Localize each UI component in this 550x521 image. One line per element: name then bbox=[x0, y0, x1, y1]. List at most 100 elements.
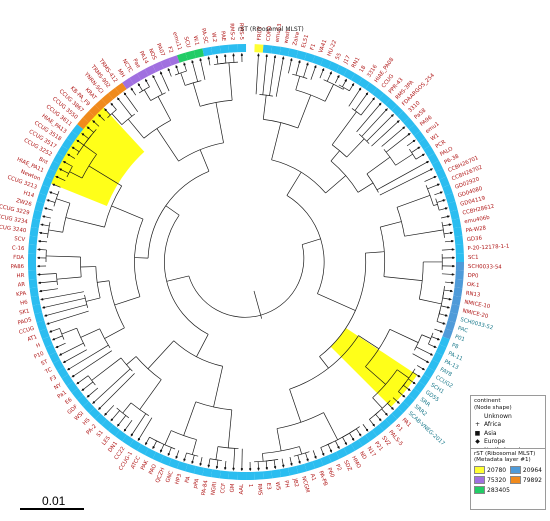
node-marker bbox=[249, 467, 252, 471]
ring-segment bbox=[66, 131, 79, 143]
node-marker bbox=[372, 97, 375, 101]
ring-segment bbox=[101, 419, 114, 431]
internal-branch bbox=[143, 89, 151, 101]
internal-branch bbox=[139, 379, 162, 410]
color-swatch bbox=[509, 476, 521, 484]
ring-segment bbox=[455, 253, 464, 262]
node-marker bbox=[232, 54, 235, 57]
ring-segment bbox=[449, 209, 460, 220]
continent-legend-label: Africa bbox=[484, 421, 502, 429]
ring-segment bbox=[52, 152, 65, 165]
internal-branch bbox=[372, 397, 383, 409]
tip-label: PA-SC bbox=[200, 28, 209, 45]
ring-segment bbox=[413, 381, 426, 393]
ring-segment bbox=[350, 73, 363, 85]
node-marker bbox=[412, 139, 416, 143]
tip-label: PA-11 bbox=[447, 351, 463, 363]
tip-branch bbox=[360, 97, 376, 116]
node-marker bbox=[449, 289, 453, 293]
node-marker bbox=[385, 413, 388, 416]
node-marker bbox=[449, 231, 453, 234]
st-legend-item: 283405 bbox=[474, 486, 510, 494]
tip-label: PAE bbox=[219, 31, 226, 42]
ring-segment bbox=[449, 303, 460, 315]
node-marker bbox=[433, 175, 436, 179]
node-marker bbox=[42, 306, 46, 309]
internal-branch bbox=[215, 446, 219, 460]
clade-arc bbox=[254, 459, 273, 463]
tip-branch bbox=[371, 119, 400, 147]
internal-branch bbox=[419, 298, 442, 305]
node-marker bbox=[329, 72, 332, 75]
internal-branch bbox=[213, 366, 224, 408]
internal-branch bbox=[228, 62, 233, 101]
node-marker bbox=[56, 175, 59, 179]
tip-label: FDA bbox=[13, 255, 24, 261]
tip-label: SRR bbox=[419, 397, 431, 409]
node-marker bbox=[175, 455, 178, 459]
tip-label: SDZ bbox=[342, 459, 353, 472]
clade-arc bbox=[414, 334, 423, 351]
ring-segment bbox=[49, 160, 61, 172]
node-marker bbox=[265, 466, 268, 470]
clade-arc bbox=[441, 221, 445, 238]
ring-segment bbox=[445, 192, 456, 204]
node-marker bbox=[448, 298, 451, 301]
internal-branch bbox=[65, 217, 105, 228]
node-marker bbox=[273, 55, 277, 59]
ring-segment bbox=[454, 278, 464, 289]
node-marker bbox=[59, 353, 62, 356]
internal-branch bbox=[199, 149, 210, 172]
ring-segment bbox=[372, 87, 384, 100]
ring-segment bbox=[45, 168, 57, 180]
tip-branch bbox=[416, 346, 434, 356]
node-marker bbox=[282, 57, 285, 60]
ring-segment bbox=[129, 73, 142, 85]
internal-branch bbox=[365, 251, 385, 254]
node-marker bbox=[322, 452, 325, 456]
clade-arc bbox=[217, 446, 239, 449]
node-marker bbox=[417, 374, 420, 378]
internal-branch bbox=[227, 409, 233, 448]
ring-segment bbox=[52, 359, 65, 372]
tip-label: PALO bbox=[439, 146, 454, 158]
internal-branch bbox=[324, 84, 334, 102]
internal-branch bbox=[297, 94, 312, 129]
tip-label: ST bbox=[40, 359, 49, 368]
clade-arc bbox=[76, 135, 92, 156]
ring-segment bbox=[372, 424, 384, 437]
node-marker bbox=[385, 108, 388, 111]
clade-arc bbox=[80, 256, 82, 278]
ring-segment bbox=[435, 344, 447, 356]
node-marker bbox=[67, 153, 70, 157]
node-marker bbox=[450, 240, 454, 243]
tip-label: PA07 bbox=[155, 43, 166, 58]
node-marker bbox=[224, 54, 227, 58]
ring-segment bbox=[403, 394, 415, 407]
ring-segment bbox=[271, 469, 282, 479]
tip-label: RN13 bbox=[465, 291, 480, 299]
ring-segment bbox=[176, 461, 188, 472]
ring-segment bbox=[304, 461, 316, 472]
ring-segment bbox=[228, 471, 238, 480]
clade-arc bbox=[366, 173, 379, 193]
root-label: rST (Ribosomal MLST) bbox=[238, 26, 304, 33]
tip-label: F3 bbox=[49, 375, 58, 384]
node-marker bbox=[191, 60, 194, 64]
tip-label: J17 bbox=[342, 55, 352, 66]
ring-segment bbox=[30, 295, 41, 306]
ring-segment bbox=[228, 44, 238, 53]
node-marker bbox=[41, 223, 44, 226]
clade-arc bbox=[409, 148, 417, 160]
tip-branch bbox=[152, 74, 163, 95]
node-marker bbox=[49, 330, 53, 333]
node-marker bbox=[76, 139, 80, 143]
ring-segment bbox=[391, 104, 404, 117]
internal-branch bbox=[262, 95, 267, 120]
node-marker bbox=[38, 248, 41, 251]
color-swatch bbox=[474, 466, 485, 474]
internal-branch bbox=[342, 87, 345, 90]
tip-label: PAO bbox=[148, 463, 158, 475]
internal-branch bbox=[262, 453, 264, 462]
ring-segment bbox=[94, 413, 107, 426]
